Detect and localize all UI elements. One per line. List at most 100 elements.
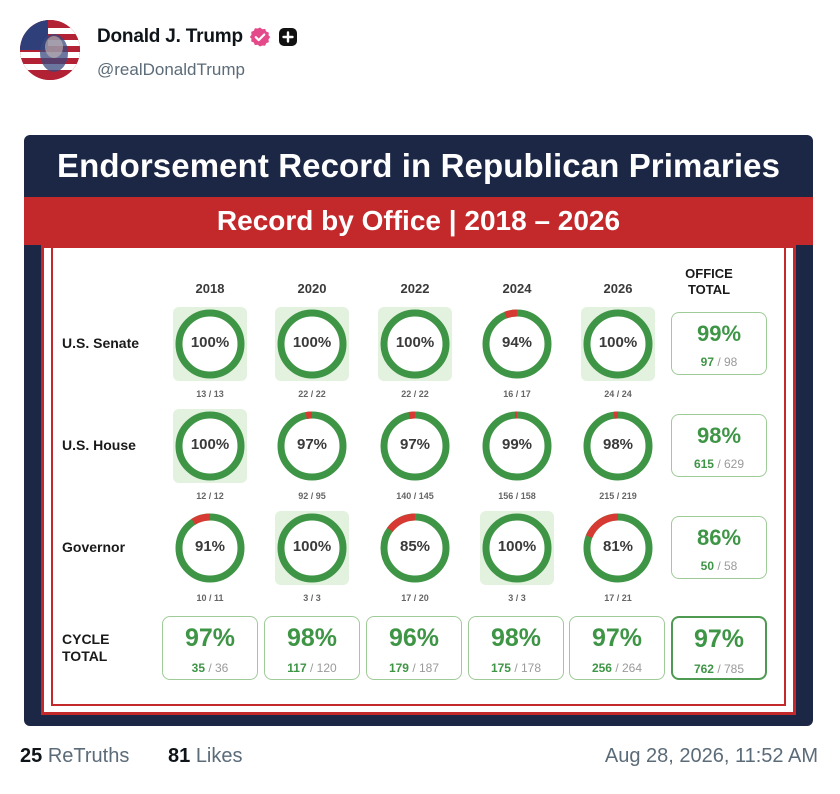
donut-ring — [583, 309, 653, 379]
donut-percent: 99% — [501, 436, 533, 453]
office-total-num: 615 — [693, 457, 714, 471]
donut-cell: 100% — [173, 409, 247, 483]
cycle-total-box-num: 256 — [591, 661, 612, 675]
likes-label: Likes — [195, 745, 243, 767]
donut-percent: 100% — [190, 436, 230, 453]
graphic-subtitle: Record by Office | 2018 – 2026 — [216, 205, 621, 236]
author-handle[interactable]: @realDonaldTrump — [97, 60, 245, 79]
donut-cell: 97% — [378, 409, 452, 483]
cycle-total-box-percent: 97% — [184, 624, 236, 652]
donut-success-arc — [583, 309, 653, 379]
donut-cell: 81% — [581, 511, 655, 585]
donut-miss-arc — [482, 411, 552, 481]
avatar[interactable] — [20, 20, 80, 80]
donut-cell: 100% — [275, 511, 349, 585]
grand-total-box-den: / 785 — [717, 662, 745, 676]
win-count: 12 / 12 — [196, 491, 224, 501]
donut-percent: 100% — [598, 334, 638, 351]
office-total-den: / 98 — [717, 355, 738, 369]
cycle-total-box-percent: 98% — [490, 624, 542, 652]
year-heading: 2018 — [195, 281, 225, 296]
donut-percent: 98% — [602, 436, 634, 453]
office-total-count: 615 / 629 — [672, 457, 766, 471]
donut-cell: 100% — [275, 307, 349, 381]
grand-total-box: 97% 762 / 785 — [671, 616, 767, 680]
donut-percent: 100% — [497, 538, 537, 555]
cycle-total-box-num: 179 — [388, 661, 409, 675]
cycle-total-box-count: 117 / 120 — [265, 661, 359, 675]
year-heading: 2022 — [400, 281, 430, 296]
donut-percent: 81% — [602, 538, 634, 555]
donut-success-arc — [482, 513, 552, 583]
office-total-percent: 99% — [696, 321, 742, 346]
donut-cell: 91% — [173, 511, 247, 585]
likes-stat[interactable]: 81 Likes — [168, 745, 243, 768]
cycle-total-label-line1: CYCLE — [62, 631, 110, 647]
donut-ring — [175, 411, 245, 481]
donut-percent: 91% — [194, 538, 226, 555]
office-total-num: 97 — [700, 355, 714, 369]
office-total-count: 97 / 98 — [672, 355, 766, 369]
record-frame-inner — [51, 248, 786, 706]
donut-ring — [380, 411, 450, 481]
endorsement-graphic[interactable]: Endorsement Record in Republican Primari… — [24, 135, 813, 726]
office-total-box: 98% 615 / 629 — [671, 414, 767, 477]
row-label: U.S. House — [62, 437, 136, 453]
donut-cell: 98% — [581, 409, 655, 483]
donut-ring — [175, 309, 245, 379]
office-total-percent: 86% — [696, 525, 742, 550]
retruths-stat[interactable]: 25 ReTruths — [20, 745, 129, 768]
avatar-image — [20, 20, 80, 80]
likes-count: 81 — [168, 745, 191, 767]
donut-miss-arc — [482, 309, 552, 379]
donut-miss-arc — [583, 513, 653, 583]
cycle-total-box: 97% 35 / 36 — [162, 616, 258, 680]
win-count: 13 / 13 — [196, 389, 224, 399]
post-timestamp[interactable]: Aug 28, 2026, 11:52 AM — [604, 745, 818, 767]
donut-cell: 94% — [480, 307, 554, 381]
donut-percent: 97% — [296, 436, 328, 453]
cycle-total-box-count: 175 / 178 — [469, 661, 563, 675]
office-total-count: 50 / 58 — [672, 559, 766, 573]
cycle-total-box-den: / 120 — [310, 661, 337, 675]
donut-ring — [583, 411, 653, 481]
win-count: 3 / 3 — [508, 593, 526, 603]
cycle-total-box-count: 256 / 264 — [570, 661, 664, 675]
donut-cell: 100% — [378, 307, 452, 381]
win-count: 22 / 22 — [298, 389, 326, 399]
win-count: 16 / 17 — [503, 389, 531, 399]
win-count: 17 / 20 — [401, 593, 429, 603]
donut-cell: 97% — [275, 409, 349, 483]
office-total-den: / 58 — [717, 559, 738, 573]
office-total-box: 99% 97 / 98 — [671, 312, 767, 375]
donut-percent: 100% — [190, 334, 230, 351]
donut-percent: 85% — [399, 538, 431, 555]
donut-percent: 97% — [399, 436, 431, 453]
donut-percent: 100% — [292, 334, 332, 351]
cycle-total-box-num: 35 — [191, 661, 205, 675]
donut-ring — [482, 411, 552, 481]
plus-badge-icon — [277, 26, 299, 48]
office-total-num: 50 — [700, 559, 714, 573]
donut-cell: 99% — [480, 409, 554, 483]
year-heading: 2020 — [297, 281, 327, 296]
office-total-percent: 98% — [696, 423, 742, 448]
donut-cell: 100% — [173, 307, 247, 381]
grand-total-box-num: 762 — [693, 662, 714, 676]
author-name[interactable]: Donald J. Trump — [97, 26, 243, 47]
donut-percent: 100% — [395, 334, 435, 351]
subtitle-band — [24, 197, 813, 245]
cycle-total-label: CYCLE TOTAL — [62, 631, 109, 665]
cycle-total-box-num: 117 — [287, 661, 307, 675]
donut-miss-arc — [380, 513, 450, 583]
donut-miss-arc — [583, 411, 653, 481]
cycle-total-box-num: 175 — [490, 661, 511, 675]
win-count: 22 / 22 — [401, 389, 429, 399]
win-count: 3 / 3 — [303, 593, 321, 603]
win-count: 215 / 219 — [599, 491, 637, 501]
donut-cell: 100% — [581, 307, 655, 381]
donut-ring — [380, 513, 450, 583]
row-label: Governor — [62, 539, 126, 555]
donut-success-arc — [175, 411, 245, 481]
win-count: 24 / 24 — [604, 389, 632, 399]
